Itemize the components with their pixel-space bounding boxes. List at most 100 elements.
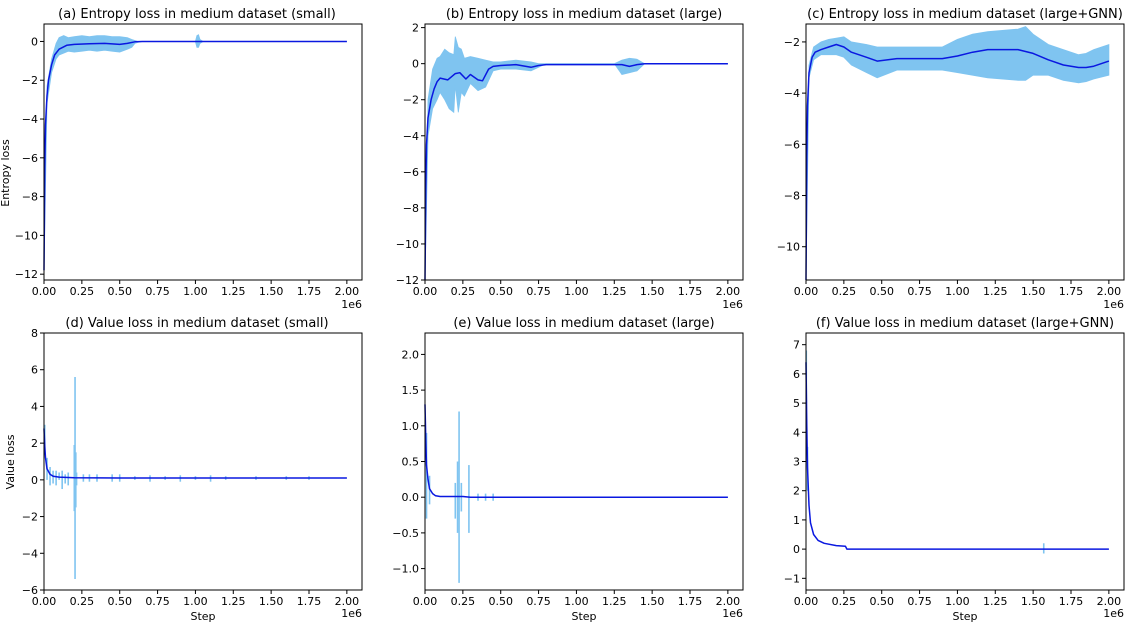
- mean-line: [43, 428, 347, 479]
- y-tick-label: −2: [22, 74, 38, 87]
- y-tick-label: 1.5: [402, 384, 420, 397]
- x-tick-label: 1.50: [640, 595, 665, 608]
- x-tick-label: 1.75: [678, 595, 703, 608]
- x-tick-label: 1.25: [602, 285, 627, 298]
- x-tick-label: 0.50: [107, 285, 132, 298]
- x-axis-label: Step: [190, 610, 215, 623]
- y-tick-label: −10: [777, 241, 800, 254]
- plot-frame: [43, 332, 363, 591]
- x-tick-label: 1.25: [983, 285, 1008, 298]
- x-tick-label: 1.25: [602, 595, 627, 608]
- x-tick-label: 0.25: [70, 595, 95, 608]
- x-tick-label: 1.00: [564, 285, 589, 298]
- x-tick-label: 2.00: [335, 595, 360, 608]
- y-tick-label: 5: [793, 397, 800, 410]
- y-tick-label: −4: [784, 87, 800, 100]
- y-axis-label: Entropy loss: [0, 139, 12, 207]
- x-tick-label: 2.00: [1097, 595, 1122, 608]
- x-offset-label: 1e6: [722, 298, 743, 311]
- x-tick-label: 0.25: [70, 285, 95, 298]
- panel-entropy-small: 0.00 0.25 0.50 0.75 1.00 1.25 1.50 1.75 2.00 0 −2 −…: [0, 7, 363, 311]
- x-tick-label: 0.75: [145, 285, 170, 298]
- y-tick-label: −12: [396, 274, 419, 287]
- y-tick-label: −1: [784, 572, 800, 585]
- x-offset-label: 1e6: [341, 607, 362, 620]
- x-tick-label: 1.00: [945, 595, 970, 608]
- y-tick-label: 0: [31, 35, 38, 48]
- panel-title: (d) Value loss in medium dataset (small): [65, 316, 328, 331]
- y-tick-label: −0.5: [392, 527, 419, 540]
- plot-frame: [805, 23, 1125, 281]
- panel-value-small: 0.00 0.25 0.50 0.75 1.00 1.25 1.50 1.75 2.00 8 6 4 2…: [4, 316, 363, 623]
- panel-title: (f) Value loss in medium dataset (large+…: [816, 316, 1114, 331]
- panel-entropy-large-gnn: 0.00 0.25 0.50 0.75 1.00 1.25 1.50 1.75 2.00 −2 −4…: [777, 7, 1125, 311]
- x-tick-label: 1.75: [1059, 285, 1084, 298]
- mean-line: [424, 404, 728, 498]
- x-tick-label: 2.00: [335, 285, 360, 298]
- x-offset-label: 1e6: [722, 607, 743, 620]
- x-tick-label: 0.75: [145, 595, 170, 608]
- panel-title: (b) Entropy loss in medium dataset (larg…: [446, 7, 722, 22]
- y-tick-label: 0.5: [402, 456, 420, 469]
- x-tick-label: 0.75: [907, 595, 932, 608]
- y-tick-label: 1.0: [402, 420, 420, 433]
- mean-line: [43, 40, 347, 271]
- x-axis-label: Step: [571, 610, 596, 623]
- y-tick-label: −6: [403, 166, 419, 179]
- panel-title: (e) Value loss in medium dataset (large): [453, 316, 714, 331]
- y-tick-label: −1.0: [392, 563, 419, 576]
- y-tick-label: 2: [31, 437, 38, 450]
- y-tick-label: −2: [784, 36, 800, 49]
- x-tick-label: 0.50: [869, 285, 894, 298]
- y-axis-label: Value loss: [4, 434, 17, 489]
- x-tick-label: 0.25: [832, 285, 857, 298]
- y-tick-label: 4: [793, 426, 800, 439]
- y-tick-label: −4: [22, 113, 38, 126]
- plot-frame: [424, 23, 744, 281]
- mean-line: [424, 62, 728, 281]
- x-tick-label: 0.00: [794, 285, 819, 298]
- y-tick-label: 1: [793, 514, 800, 527]
- x-tick-label: 1.75: [297, 595, 322, 608]
- x-tick-label: 1.00: [183, 285, 208, 298]
- x-tick-label: 1.75: [678, 285, 703, 298]
- x-tick-label: 0.00: [32, 285, 57, 298]
- y-tick-label: 4: [31, 400, 38, 413]
- y-tick-label: −2: [22, 511, 38, 524]
- y-tick-label: 0: [793, 543, 800, 556]
- x-tick-label: 1.75: [1059, 595, 1084, 608]
- y-tick-label: −12: [15, 268, 38, 281]
- y-tick-label: −4: [22, 547, 38, 560]
- panel-value-large-gnn: 0.00 0.25 0.50 0.75 1.00 1.25 1.50 1.75 2.00 7 6 5 4…: [784, 316, 1125, 623]
- x-tick-label: 0.25: [451, 285, 476, 298]
- x-tick-label: 0.50: [488, 595, 513, 608]
- y-tick-label: −10: [15, 229, 38, 242]
- y-tick-label: −6: [22, 152, 38, 165]
- y-tick-label: 8: [31, 327, 38, 340]
- x-tick-label: 1.50: [259, 285, 284, 298]
- y-tick-label: −8: [22, 191, 38, 204]
- y-tick-label: 2.0: [402, 348, 420, 361]
- x-tick-label: 1.50: [1021, 285, 1046, 298]
- y-tick-label: 7: [793, 339, 800, 352]
- x-tick-label: 1.75: [297, 285, 322, 298]
- y-tick-label: −10: [396, 238, 419, 251]
- y-tick-label: −2: [403, 94, 419, 107]
- x-offset-label: 1e6: [1103, 607, 1124, 620]
- std-band: [43, 34, 347, 271]
- panel-title: (c) Entropy loss in medium dataset (larg…: [807, 7, 1123, 22]
- x-tick-label: 0.00: [413, 285, 438, 298]
- y-tick-label: −8: [403, 202, 419, 215]
- x-tick-label: 2.00: [716, 595, 741, 608]
- mean-line: [805, 43, 1110, 281]
- mean-line: [805, 362, 1109, 550]
- x-tick-label: 0.75: [526, 595, 551, 608]
- std-band: [424, 36, 728, 281]
- y-tick-label: 0.0: [402, 491, 420, 504]
- panel-title: (a) Entropy loss in medium dataset (smal…: [58, 7, 336, 22]
- y-tick-label: 6: [31, 364, 38, 377]
- y-tick-label: −8: [784, 190, 800, 203]
- x-tick-label: 0.25: [832, 595, 857, 608]
